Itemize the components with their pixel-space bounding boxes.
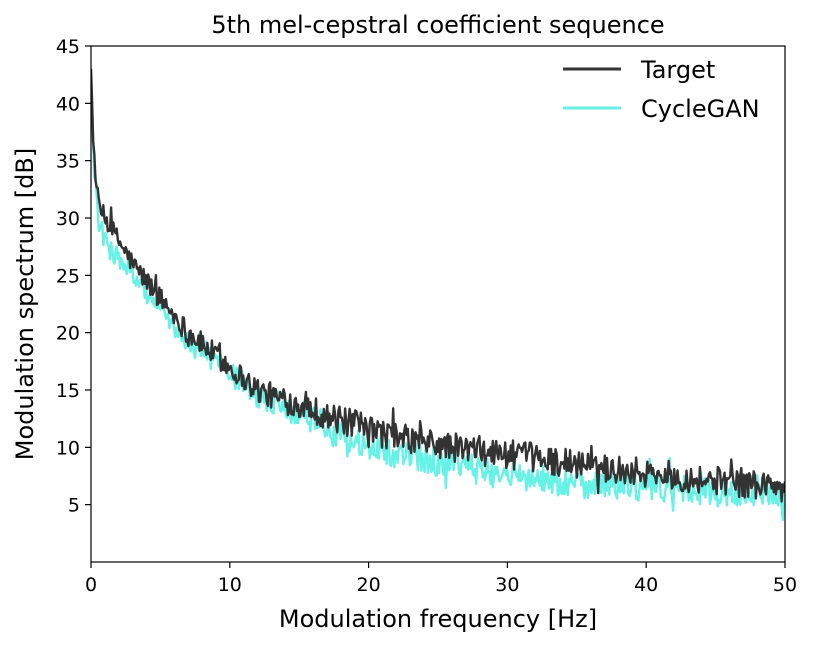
legend: Target CycleGAN	[563, 56, 760, 123]
plot-frame	[90, 45, 786, 563]
y-tick-label: 5	[68, 495, 80, 517]
x-tick-label: 50	[773, 574, 797, 596]
series-line-target	[91, 68, 785, 503]
x-tick-label: 30	[495, 574, 519, 596]
legend-label-cyclegan: CycleGAN	[641, 95, 760, 123]
y-tick-label: 30	[56, 208, 80, 230]
plot-area	[91, 68, 785, 522]
chart-title: 5th mel-cepstral coefficient sequence	[211, 11, 664, 39]
y-axis: 5 10 15 20 25 30 35 40 45	[56, 36, 91, 517]
y-tick-label: 40	[56, 93, 80, 115]
y-tick-label: 45	[56, 36, 80, 58]
y-axis-title: Modulation spectrum [dB]	[11, 148, 39, 460]
x-axis: 0 10 20 30 40 50	[85, 562, 797, 596]
y-tick-label: 25	[56, 265, 80, 287]
y-tick-label: 35	[56, 151, 80, 173]
legend-label-target: Target	[640, 56, 715, 84]
x-tick-label: 20	[357, 574, 381, 596]
y-tick-label: 20	[56, 323, 80, 345]
y-tick-label: 15	[56, 380, 80, 402]
x-axis-title: Modulation frequency [Hz]	[279, 605, 597, 633]
x-tick-label: 10	[218, 574, 242, 596]
x-tick-label: 40	[634, 574, 658, 596]
series-line-cyclegan	[91, 80, 785, 522]
x-tick-label: 0	[85, 574, 97, 596]
y-tick-label: 10	[56, 437, 80, 459]
